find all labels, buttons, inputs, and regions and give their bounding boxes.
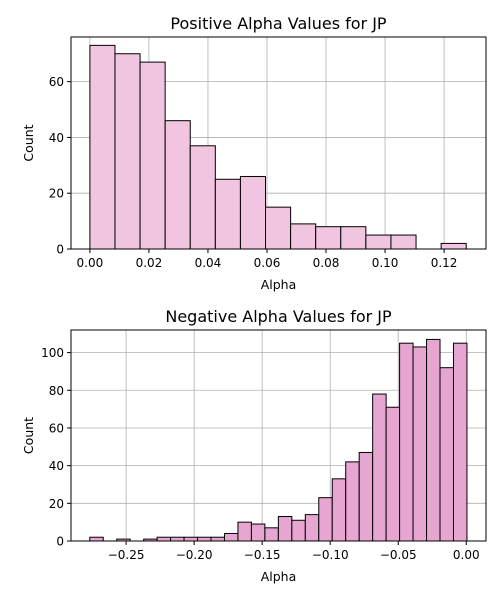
chart-title: Positive Alpha Values for JP — [170, 14, 387, 33]
histogram-bar — [265, 206, 292, 250]
y-tick-label: 0 — [56, 535, 64, 549]
x-tick-label: −0.20 — [176, 548, 213, 562]
histogram-bar — [89, 536, 104, 542]
histogram-bar — [304, 514, 320, 542]
histogram-bar — [189, 145, 216, 250]
histogram-bar — [412, 346, 428, 542]
histogram-bar — [372, 393, 387, 542]
histogram-bar — [183, 536, 199, 542]
histogram-bar — [318, 497, 333, 542]
histogram-bar — [277, 516, 293, 542]
histogram-bar — [331, 478, 347, 542]
histogram-bar — [210, 536, 225, 542]
histogram-bar — [170, 536, 185, 542]
histogram-bar — [426, 338, 441, 542]
histogram-bar — [156, 536, 172, 542]
x-tick-label: 0.00 — [77, 256, 104, 270]
axes-frame — [70, 329, 487, 542]
histogram-bar — [237, 521, 252, 542]
histogram-bar — [250, 523, 266, 542]
y-axis-ticks: 0 20 40 60 — [49, 75, 71, 257]
histogram-bar — [340, 226, 367, 250]
histogram-bar — [315, 226, 342, 250]
x-tick-label: 0.04 — [195, 256, 222, 270]
y-tick-label: 40 — [49, 459, 64, 473]
histogram-bar — [399, 342, 414, 542]
positive-alpha-histogram: 0.00 0.02 0.04 0.06 0.08 0.10 0.12 0 20 40 60 Pos… — [21, 14, 487, 292]
histogram-bar — [439, 367, 454, 542]
y-tick-label: 0 — [56, 243, 64, 257]
x-tick-label: 0.12 — [431, 256, 458, 270]
histogram-bar — [452, 342, 468, 542]
y-tick-label: 80 — [49, 384, 64, 398]
y-tick-label: 40 — [49, 131, 64, 145]
histogram-bar — [214, 178, 241, 250]
histogram-bar — [290, 223, 317, 250]
histogram-bar — [114, 53, 141, 250]
histogram-bar — [164, 120, 191, 250]
histogram-bar — [264, 527, 279, 542]
histogram-bar — [365, 234, 392, 250]
y-axis-label: Count — [21, 124, 36, 161]
negative-alpha-histogram: −0.25 −0.20 −0.15 −0.10 −0.05 0.00 0 20 40 60 80 1… — [21, 307, 487, 584]
histogram-bar — [358, 451, 374, 542]
x-tick-label: −0.05 — [380, 548, 417, 562]
x-axis-ticks: −0.25 −0.20 −0.15 −0.10 −0.05 0.00 — [108, 541, 480, 562]
x-tick-label: 0.08 — [313, 256, 340, 270]
histogram-bar — [139, 61, 166, 250]
histogram-bar — [345, 461, 360, 542]
histogram-bars — [89, 44, 467, 250]
y-tick-label: 20 — [49, 497, 64, 511]
axes-frame — [70, 36, 487, 250]
y-axis-ticks: 0 20 40 60 80 100 — [41, 346, 71, 549]
x-tick-label: 0.10 — [372, 256, 399, 270]
chart-title: Negative Alpha Values for JP — [165, 307, 392, 326]
histogram-bar — [89, 44, 116, 250]
histogram-bar — [440, 242, 467, 250]
y-tick-label: 60 — [49, 75, 64, 89]
histogram-bar — [390, 234, 417, 250]
x-axis-label: Alpha — [261, 277, 297, 292]
histogram-bar — [223, 532, 239, 542]
histogram-bar — [197, 536, 212, 542]
y-tick-label: 60 — [49, 421, 64, 435]
histogram-bar — [239, 175, 267, 250]
histogram-bar — [385, 406, 401, 542]
x-tick-label: −0.15 — [244, 548, 281, 562]
histogram-bars — [89, 338, 468, 542]
x-tick-label: 0.06 — [254, 256, 281, 270]
x-tick-label: −0.25 — [108, 548, 145, 562]
histogram-bar — [291, 519, 306, 542]
y-axis-label: Count — [21, 417, 36, 454]
y-tick-label: 20 — [49, 187, 64, 201]
x-tick-label: 0.02 — [136, 256, 163, 270]
y-tick-label: 100 — [41, 346, 64, 360]
x-tick-label: −0.10 — [312, 548, 349, 562]
x-axis-ticks: 0.00 0.02 0.04 0.06 0.08 0.10 0.12 — [77, 249, 458, 270]
x-tick-label: 0.00 — [453, 548, 480, 562]
x-axis-label: Alpha — [261, 569, 297, 584]
